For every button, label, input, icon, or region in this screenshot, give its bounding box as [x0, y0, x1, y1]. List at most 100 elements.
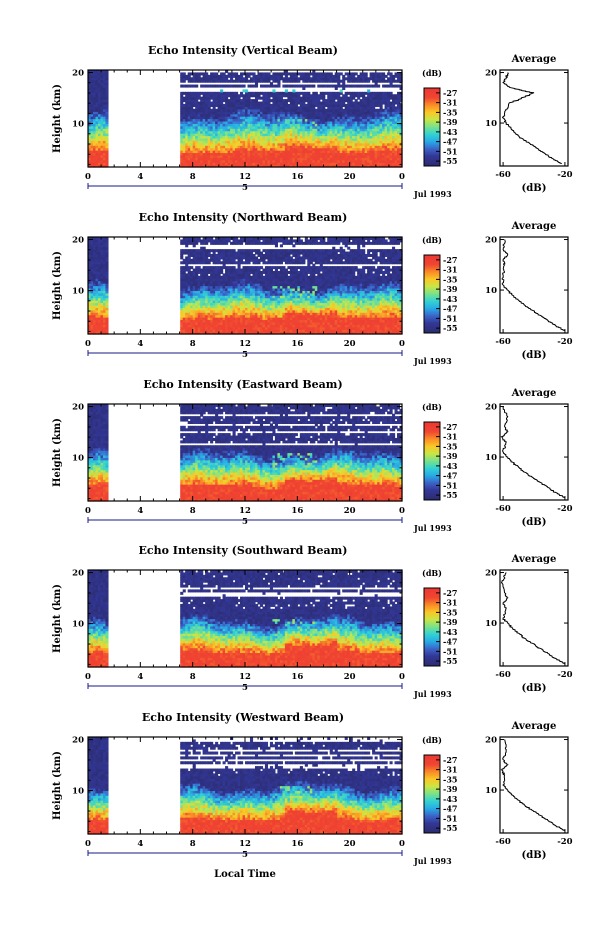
heatmap-cell [382, 154, 386, 158]
heatmap-cell [257, 140, 261, 144]
heatmap-cell [377, 159, 381, 163]
heatmap-cell [95, 159, 99, 163]
heatmap-cell [180, 152, 184, 156]
heatmap-cell [344, 140, 348, 144]
heatmap-cell [249, 157, 254, 161]
heatmap-cell [195, 130, 199, 134]
heatmap-cell [90, 140, 94, 144]
heatmap-cell [262, 159, 266, 163]
heatmap-cell [230, 142, 234, 146]
heatmap-cell [332, 142, 336, 146]
heatmap-cell [220, 142, 224, 146]
heatmap-cell [302, 164, 306, 168]
heatmap-cell [302, 140, 306, 144]
heatmap-cell [312, 154, 316, 158]
heatmap-cell [379, 140, 383, 144]
heatmap-cell [242, 162, 246, 166]
heatmap-cell [192, 162, 196, 166]
heatmap-cell [249, 130, 254, 134]
heatmap-cell [399, 128, 403, 132]
heatmap-cell [249, 128, 254, 132]
heatmap-cell [307, 142, 311, 146]
heatmap-cell [389, 162, 393, 166]
heatmap-cell [102, 157, 107, 161]
heatmap-cell [95, 162, 99, 166]
heatmap-cell [332, 150, 336, 154]
heatmap-cell [394, 157, 398, 161]
heatmap-cell [382, 140, 386, 144]
heatmap-cell [392, 154, 396, 158]
heatmap-cell [102, 145, 107, 149]
heatmap-cell [369, 145, 373, 149]
heatmap-cell [287, 130, 291, 134]
heatmap-cell [322, 147, 326, 151]
heatmap-cell [274, 142, 278, 146]
heatmap-cell [105, 164, 109, 168]
heatmap-cell [397, 128, 401, 132]
heatmap-cell [292, 159, 296, 163]
heatmap-cell [205, 125, 209, 129]
heatmap-cell [212, 147, 216, 151]
heatmap-cell [195, 152, 199, 156]
heatmap-cell [284, 130, 288, 134]
heatmap-cell [344, 157, 348, 161]
heatmap-cell [357, 150, 361, 154]
heatmap-cell [102, 137, 107, 141]
heatmap-cell [197, 154, 201, 158]
heatmap-cell [314, 147, 318, 151]
heatmap-cell [105, 157, 109, 161]
heatmap-cell [180, 147, 184, 151]
heatmap-cell [289, 152, 293, 156]
heatmap-cell [95, 137, 99, 141]
heatmap-cell [220, 145, 224, 149]
heatmap-cell [269, 150, 274, 154]
heatmap-cell [264, 147, 269, 151]
heatmap-cell [217, 150, 221, 154]
heatmap-cell [382, 152, 386, 156]
heatmap-cell [264, 154, 269, 158]
heatmap-cell [352, 164, 356, 168]
heatmap-cell [399, 162, 403, 166]
heatmap-cell [207, 159, 211, 163]
heatmap-cell [185, 130, 189, 134]
colorbar-tick-label: -31 [443, 98, 457, 108]
heatmap-cell [190, 154, 194, 158]
heatmap-cell [215, 154, 219, 158]
heatmap-cell [207, 147, 211, 151]
heatmap-cell [334, 157, 338, 161]
heatmap-cell [324, 130, 328, 134]
heatmap-cell [240, 152, 244, 156]
heatmap-cell [369, 128, 373, 132]
heatmap-cell [100, 154, 104, 158]
heatmap-cell [392, 140, 396, 144]
heatmap-cell [220, 133, 224, 137]
heatmap-cell [247, 135, 251, 139]
heatmap-cell [332, 157, 336, 161]
heatmap-cell [92, 147, 97, 151]
heatmap-cell [279, 142, 283, 146]
heatmap-cell [279, 125, 283, 129]
heatmap-cell [312, 164, 316, 168]
heatmap-cell [352, 140, 356, 144]
heatmap-cell [245, 162, 249, 166]
heatmap-cell [190, 130, 194, 134]
heatmap-cell [105, 154, 109, 158]
heatmap-cell [377, 150, 381, 154]
heatmap-cell [217, 152, 221, 156]
heatmap-cell [105, 133, 109, 137]
heatmap-cell [294, 130, 298, 134]
heatmap-cell [389, 154, 393, 158]
heatmap-cell [222, 147, 226, 151]
heatmap-cell [102, 130, 107, 134]
heatmap-cell [235, 135, 239, 139]
heatmap-cell [307, 135, 311, 139]
heatmap-cell [187, 125, 191, 129]
heatmap-cell [347, 130, 351, 134]
heatmap-cell [352, 150, 356, 154]
heatmap-cell [247, 142, 251, 146]
heatmap-cell [227, 147, 231, 151]
heatmap-cell [252, 154, 256, 158]
heatmap-cell [272, 145, 276, 149]
heatmap-cell [97, 154, 102, 158]
heatmap-cell [242, 125, 246, 129]
